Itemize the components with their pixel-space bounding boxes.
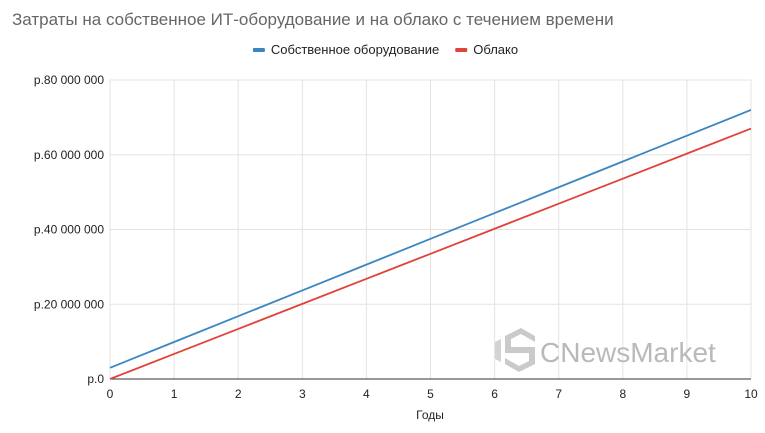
chart-title: Затраты на собственное ИТ-оборудование и… [12,10,614,29]
x-tick-label: 10 [744,387,758,401]
y-tick-label: р.0 [87,372,104,386]
x-tick-label: 3 [299,387,306,401]
cnews-logo-icon [495,328,535,372]
x-tick-label: 8 [619,387,626,401]
x-tick-label: 9 [684,387,691,401]
legend: Собственное оборудование Облако [252,42,518,57]
series-line-1 [109,127,752,380]
y-tick-label: р.20 000 000 [34,297,104,311]
grid [109,79,752,380]
legend-swatch [455,48,468,52]
x-tick-label: 0 [107,387,114,401]
x-tick-label: 2 [235,387,242,401]
series-lines [109,109,752,380]
legend-label: Облако [473,42,518,57]
y-tick-label: р.40 000 000 [34,223,104,237]
x-tick-label: 6 [491,387,498,401]
legend-item: Облако [455,42,518,57]
series-line-0 [109,109,752,369]
watermark: CNewsMarket [495,328,716,372]
x-tick-label: 1 [171,387,178,401]
y-axis: р.0 р.20 000 000 р.40 000 000 р.60 000 000 р… [34,73,104,386]
legend-swatch [252,48,265,52]
x-tick-label: 5 [427,387,434,401]
x-axis-label: Годы [416,408,444,422]
y-tick-label: р.60 000 000 [34,148,104,162]
y-tick-label: р.80 000 000 [34,73,104,87]
x-axis: 0 1 2 3 4 5 6 7 8 9 10 [107,387,758,401]
watermark-text: CNewsMarket [540,337,716,368]
x-tick-label: 4 [363,387,370,401]
legend-item: Собственное оборудование [252,42,439,57]
legend-label: Собственное оборудование [271,42,439,57]
x-tick-label: 7 [555,387,562,401]
